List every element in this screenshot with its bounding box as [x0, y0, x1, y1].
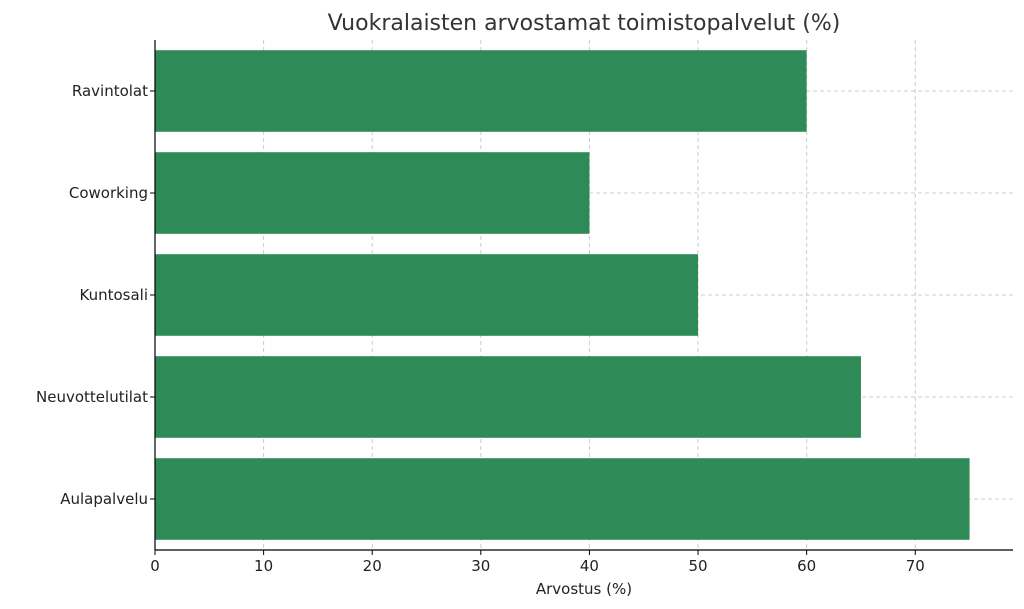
y-tick-label: Aulapalvelu: [60, 490, 148, 508]
bar-ravintolat: [155, 50, 807, 132]
x-tick-label: 0: [150, 557, 160, 575]
y-tick-label: Ravintolat: [72, 82, 148, 100]
y-axis-ticks: Aulapalvelu Neuvottelutilat Kuntosali Cowor…: [36, 82, 155, 508]
x-tick-label: 70: [906, 557, 925, 575]
x-axis-label: Arvostus (%): [536, 580, 632, 598]
x-tick-label: 30: [471, 557, 490, 575]
x-axis-ticks: 0 10 20 30 40 50 60 70: [150, 550, 925, 575]
bars: [155, 50, 970, 540]
y-tick-label: Kuntosali: [79, 286, 148, 304]
x-tick-label: 40: [580, 557, 599, 575]
bar-coworking: [155, 152, 590, 234]
y-tick-label: Neuvottelutilat: [36, 388, 148, 406]
bar-aulapalvelu: [155, 458, 970, 540]
chart-title: Vuokralaisten arvostamat toimistopalvelu…: [328, 11, 841, 36]
x-tick-label: 50: [688, 557, 707, 575]
bar-kuntosali: [155, 254, 699, 336]
x-tick-label: 60: [797, 557, 816, 575]
y-tick-label: Coworking: [69, 184, 148, 202]
bar-neuvottelutilat: [155, 356, 861, 438]
x-tick-label: 20: [363, 557, 382, 575]
x-tick-label: 10: [254, 557, 273, 575]
